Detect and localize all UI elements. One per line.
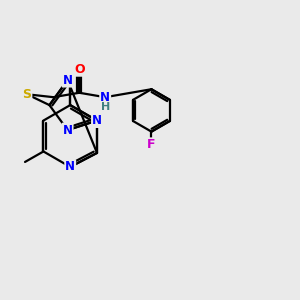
Text: F: F [147, 138, 156, 152]
Text: N: N [92, 114, 102, 127]
Text: N: N [65, 160, 75, 173]
Text: N: N [100, 91, 110, 104]
Text: N: N [63, 74, 73, 87]
Text: N: N [63, 124, 73, 136]
Text: O: O [74, 63, 85, 76]
Text: H: H [100, 102, 110, 112]
Text: S: S [22, 88, 32, 101]
